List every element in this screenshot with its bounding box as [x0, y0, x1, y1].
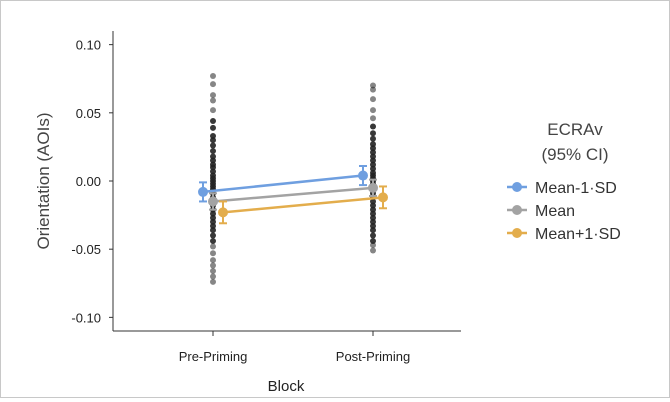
mean-point	[208, 196, 218, 207]
x-tick-label: Post-Priming	[336, 349, 410, 364]
raw-point	[210, 124, 216, 131]
raw-point	[370, 130, 376, 137]
raw-point	[210, 81, 216, 88]
raw-point	[210, 118, 216, 124]
raw-point	[210, 243, 216, 250]
raw-point	[370, 123, 376, 130]
raw-point	[210, 148, 216, 154]
x-ticks-layer: Pre-Priming Post-Priming	[179, 331, 410, 364]
legend: ECRAv (95% CI) Mean-1·SD Mean Mean+1·SD	[507, 120, 621, 243]
raw-point	[210, 268, 216, 274]
raw-point	[210, 262, 216, 269]
raw-point	[210, 142, 216, 149]
y-tick-label: 0.00	[76, 174, 101, 189]
raw-point	[210, 107, 216, 114]
y-ticks-layer: 0.10 0.05 0.00 -0.05 -0.10	[71, 38, 113, 325]
raw-point	[210, 257, 216, 264]
series-line	[222, 196, 384, 214]
raw-points-layer	[210, 73, 376, 285]
raw-point	[210, 97, 216, 104]
legend-swatch-dot	[512, 182, 522, 192]
y-tick-label: -0.10	[71, 310, 101, 325]
legend-label: Mean-1·SD	[535, 180, 617, 197]
raw-point	[210, 92, 216, 99]
raw-point	[210, 278, 216, 285]
raw-point	[370, 86, 376, 93]
raw-point	[370, 227, 376, 234]
raw-point	[370, 135, 376, 142]
raw-point	[370, 115, 376, 122]
y-tick-label: -0.05	[71, 242, 101, 257]
raw-point	[210, 250, 216, 257]
raw-point	[210, 137, 216, 144]
raw-point	[210, 273, 216, 280]
raw-point	[370, 242, 376, 249]
series-line	[212, 186, 374, 203]
mean-point	[368, 182, 378, 193]
legend-swatch-dot	[512, 228, 522, 238]
y-axis-label: Orientation (AOIs)	[34, 113, 53, 250]
legend-title-line-2: (95% CI)	[541, 145, 608, 164]
raw-point	[210, 232, 216, 239]
raw-point	[370, 96, 376, 103]
mean-point	[198, 186, 208, 197]
series-layer	[198, 165, 388, 225]
legend-label: Mean	[535, 203, 575, 220]
legend-title-line-1: ECRAv	[547, 120, 603, 139]
y-tick-label: 0.10	[76, 38, 101, 53]
x-axis-label: Block	[268, 378, 305, 395]
x-tick-label: Pre-Priming	[179, 349, 248, 364]
legend-swatch-dot	[512, 205, 522, 215]
mean-point	[358, 170, 368, 181]
raw-point	[210, 227, 216, 234]
raw-point	[370, 232, 376, 239]
series-line	[202, 174, 364, 194]
legend-label: Mean+1·SD	[535, 226, 621, 243]
raw-point	[210, 73, 216, 79]
y-tick-label: 0.05	[76, 106, 101, 121]
raw-point	[370, 107, 376, 114]
legend-items: Mean-1·SD Mean Mean+1·SD	[507, 180, 621, 243]
raw-point	[370, 247, 376, 254]
mean-point	[218, 207, 228, 218]
mean-point	[378, 192, 388, 203]
raw-point	[210, 238, 216, 244]
